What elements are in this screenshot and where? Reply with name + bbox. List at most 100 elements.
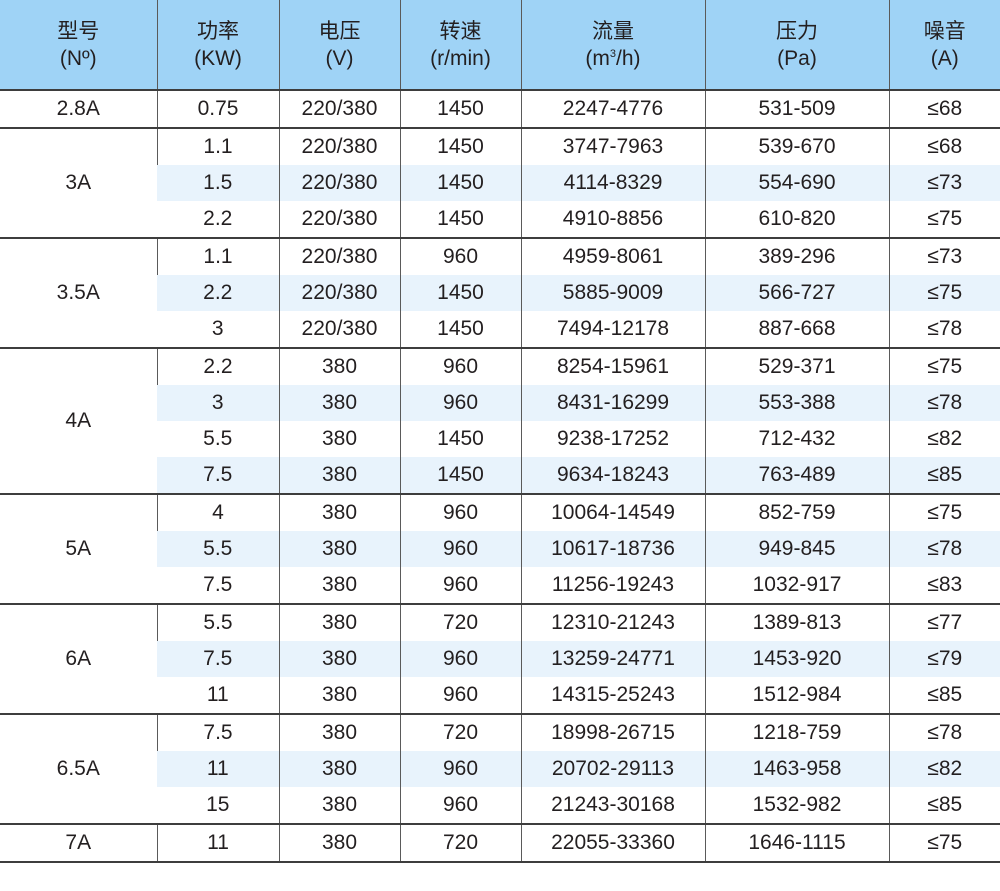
table-row: 3.5A 1.1 220/380 960 4959-8061 389-296 ≤73 <box>0 237 1000 348</box>
noise-cell: ≤82 <box>888 421 1000 457</box>
voltage-cell: 380 <box>278 457 400 494</box>
voltage-cell: 380 <box>278 751 400 787</box>
header-speed: 转速 (r/min) <box>399 0 521 90</box>
header-voltage: 电压 (V) <box>278 0 400 90</box>
noise-cell: ≤78 <box>888 385 1000 421</box>
flow-cell: 10064-14549 <box>520 493 705 531</box>
header-flow-unit-sup: 3 <box>609 47 617 60</box>
power-cell: 5.5 <box>156 603 279 641</box>
voltage-cell: 220/380 <box>278 275 400 311</box>
voltage-cell: 380 <box>278 531 400 567</box>
table-row: 2.2 220/380 1450 5885-9009 566-727 ≤75 <box>0 275 1000 311</box>
table-row: 3 380 960 8431-16299 553-388 ≤78 <box>0 385 1000 421</box>
flow-cell: 4114-8329 <box>520 165 705 201</box>
table-row: 15 380 960 21243-30168 1532-982 ≤85 <box>0 787 1000 824</box>
power-cell: 11 <box>156 823 279 863</box>
power-cell: 2.2 <box>157 275 279 311</box>
voltage-cell: 220/380 <box>278 311 400 348</box>
power-cell: 7.5 <box>157 641 279 677</box>
model-cell: 3.5A <box>0 237 157 348</box>
header-power-label: 功率 <box>197 19 239 43</box>
pressure-cell: 949-845 <box>704 531 889 567</box>
header-noise-label: 噪音 <box>923 19 966 43</box>
speed-cell: 1450 <box>399 311 521 348</box>
header-pressure-label: 压力 <box>776 19 818 43</box>
noise-cell: ≤68 <box>888 127 1000 165</box>
power-cell: 11 <box>206 683 229 706</box>
header-speed-label: 转速 <box>439 19 482 43</box>
voltage-cell: 380 <box>278 641 400 677</box>
table-row: 7.5 380 960 11256-19243 1032-917 ≤83 <box>0 567 1000 604</box>
model-cell: 7A <box>0 823 157 863</box>
flow-cell: 9238-17252 <box>520 421 705 457</box>
table-row: 3 220/380 1450 7494-12178 887-668 ≤78 <box>0 311 1000 348</box>
table-row: 11 380 960 14315-25243 1512-984 ≤85 <box>0 677 1000 714</box>
voltage-cell: 380 <box>278 823 400 863</box>
flow-cell: 2247-4776 <box>520 90 705 128</box>
table-row: 7.5 380 960 13259-24771 1453-920 ≤79 <box>0 641 1000 677</box>
flow-cell: 12310-21243 <box>520 603 705 641</box>
pressure-cell: 712-432 <box>704 421 889 457</box>
header-power-unit: (KW) <box>194 46 242 70</box>
speed-cell: 1450 <box>399 165 521 201</box>
flow-cell: 21243-30168 <box>520 787 705 824</box>
header-speed-unit: (r/min) <box>430 46 491 70</box>
table-row: 2.2 220/380 1450 4910-8856 610-820 ≤75 <box>0 201 1000 238</box>
power-cell: 1.1 <box>156 237 279 275</box>
header-voltage-unit: (V) <box>325 46 354 70</box>
flow-cell: 14315-25243 <box>520 677 705 714</box>
flow-cell: 20702-29113 <box>520 751 705 787</box>
flow-cell: 8254-15961 <box>520 347 705 385</box>
power-cell: 7.5 <box>157 457 279 494</box>
voltage-cell: 220/380 <box>278 90 400 128</box>
power-cell: 15 <box>206 793 230 816</box>
pressure-cell: 1532-982 <box>704 787 889 824</box>
noise-cell: ≤78 <box>888 531 1000 567</box>
power-cell: 7.5 <box>203 573 233 596</box>
pressure-cell: 610-820 <box>704 201 889 238</box>
noise-cell: ≤82 <box>888 751 1000 787</box>
pressure-cell: 539-670 <box>704 127 889 165</box>
power-cell: 5.5 <box>203 427 233 450</box>
noise-cell: ≤85 <box>888 677 1000 714</box>
power-cell: 3 <box>157 385 279 421</box>
power-cell: 2.2 <box>203 207 233 230</box>
noise-cell: ≤73 <box>888 165 1000 201</box>
speed-cell: 720 <box>399 823 521 863</box>
noise-cell: ≤75 <box>888 493 1000 531</box>
speed-cell: 1450 <box>399 275 521 311</box>
power-cell: 1.1 <box>156 127 279 165</box>
voltage-cell: 380 <box>278 421 400 457</box>
voltage-cell: 220/380 <box>278 237 400 275</box>
header-model-unit: (Nº) <box>59 46 97 70</box>
speed-cell: 720 <box>399 603 521 641</box>
model-cell: 3A <box>0 127 157 238</box>
flow-cell: 4959-8061 <box>520 237 705 275</box>
speed-cell: 1450 <box>399 127 521 165</box>
power-cell: 4 <box>156 493 279 531</box>
voltage-cell: 380 <box>278 567 400 604</box>
table-row: 6.5A 7.5 380 720 18998-26715 1218-759 ≤78 <box>0 713 1000 824</box>
speed-cell: 960 <box>399 787 521 824</box>
pressure-cell: 566-727 <box>704 275 889 311</box>
header-flow-label: 流量 <box>592 19 634 43</box>
speed-cell: 960 <box>399 751 521 787</box>
table-row: 7A 11 380 720 22055-33360 1646-1115 ≤75 <box>0 823 1000 863</box>
power-cell: 0.75 <box>156 90 279 128</box>
power-cell: 5.5 <box>157 531 279 567</box>
pressure-cell: 553-388 <box>704 385 889 421</box>
pressure-cell: 389-296 <box>704 237 889 275</box>
flow-cell: 10617-18736 <box>520 531 705 567</box>
noise-cell: ≤85 <box>888 457 1000 494</box>
noise-cell: ≤68 <box>888 90 1000 128</box>
flow-cell: 18998-26715 <box>520 713 705 751</box>
noise-cell: ≤85 <box>888 787 1000 824</box>
header-model-label: 型号 <box>57 19 100 43</box>
speed-cell: 960 <box>399 385 521 421</box>
speed-cell: 1450 <box>399 90 521 128</box>
header-flow-unit-pre: (m <box>585 46 610 70</box>
speed-cell: 960 <box>399 677 521 714</box>
table-row: 5.5 380 1450 9238-17252 712-432 ≤82 <box>0 421 1000 457</box>
table-row: 3A 1.1 220/380 1450 3747-7963 539-670 ≤68 <box>0 127 1000 238</box>
power-cell: 2.2 <box>156 347 279 385</box>
